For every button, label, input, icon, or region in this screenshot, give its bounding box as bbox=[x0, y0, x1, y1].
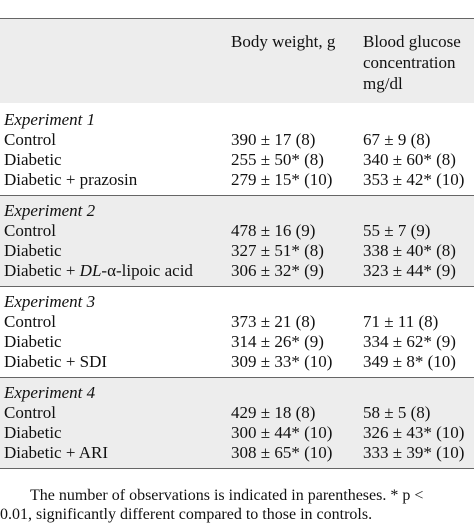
row-label-prefix: Diabetic + bbox=[4, 261, 80, 280]
row-label: Control bbox=[4, 130, 56, 149]
table-bottom-rule bbox=[0, 468, 474, 469]
row-label-italic: DL bbox=[79, 261, 102, 280]
experiment-3-section: Experiment 3 Control 373 ± 21 (8) 71 ± 1… bbox=[0, 287, 474, 377]
experiment-title: Experiment 2 bbox=[4, 201, 96, 220]
body-weight-cell: 373 ± 21 (8) bbox=[231, 312, 316, 331]
experiment-title: Experiment 4 bbox=[4, 383, 96, 402]
blood-glucose-cell: 333 ± 39* (10) bbox=[363, 443, 465, 462]
body-weight-cell: 314 ± 26* (9) bbox=[231, 332, 324, 351]
row-label: Diabetic bbox=[4, 332, 62, 351]
row-label: Diabetic + ARI bbox=[4, 443, 109, 462]
row-label: Diabetic bbox=[4, 241, 62, 260]
blood-glucose-cell: 323 ± 44* (9) bbox=[363, 261, 456, 280]
experiment-1-section: Experiment 1 Control 390 ± 17 (8) 67 ± 9… bbox=[0, 103, 474, 195]
experiment-2-section: Experiment 2 Control 478 ± 16 (9) 55 ± 7… bbox=[0, 196, 474, 286]
table-row: Diabetic + ARI 308 ± 65* (10) 333 ± 39* … bbox=[0, 443, 474, 462]
body-weight-cell: 306 ± 32* (9) bbox=[231, 261, 324, 280]
body-weight-cell: 309 ± 33* (10) bbox=[231, 352, 333, 371]
body-weight-cell: 255 ± 50* (8) bbox=[231, 150, 324, 169]
table-row: Diabetic 300 ± 44* (10) 326 ± 43* (10) bbox=[0, 423, 474, 442]
body-weight-cell: 308 ± 65* (10) bbox=[231, 443, 333, 462]
table-row: Diabetic + SDI 309 ± 33* (10) 349 ± 8* (… bbox=[0, 352, 474, 371]
table-row: Diabetic 255 ± 50* (8) 340 ± 60* (8) bbox=[0, 150, 474, 169]
body-weight-cell: 429 ± 18 (8) bbox=[231, 403, 316, 422]
column-header-body-weight: Body weight, g bbox=[231, 32, 336, 51]
row-label: Diabetic bbox=[4, 423, 62, 442]
section-divider bbox=[0, 195, 474, 196]
row-label: Control bbox=[4, 403, 56, 422]
table-row: Diabetic 314 ± 26* (9) 334 ± 62* (9) bbox=[0, 332, 474, 351]
row-label: Control bbox=[4, 221, 56, 240]
blood-glucose-cell: 55 ± 7 (9) bbox=[363, 221, 431, 240]
table-row: Diabetic 327 ± 51* (8) 338 ± 40* (8) bbox=[0, 241, 474, 260]
table-row: Diabetic + DL-α-lipoic acid 306 ± 32* (9… bbox=[0, 261, 474, 280]
table-row: Diabetic + prazosin 279 ± 15* (10) 353 ±… bbox=[0, 170, 474, 189]
table-row: Control 373 ± 21 (8) 71 ± 11 (8) bbox=[0, 312, 474, 331]
row-label: Control bbox=[4, 312, 56, 331]
blood-glucose-cell: 71 ± 11 (8) bbox=[363, 312, 439, 331]
body-weight-cell: 478 ± 16 (9) bbox=[231, 221, 316, 240]
experiment-4-section: Experiment 4 Control 429 ± 18 (8) 58 ± 5… bbox=[0, 378, 474, 468]
section-divider bbox=[0, 286, 474, 287]
table-row: Control 478 ± 16 (9) 55 ± 7 (9) bbox=[0, 221, 474, 240]
footnote-line-1: The number of observations is indicated … bbox=[30, 487, 424, 504]
footnote-line-2: 0.01, significantly different compared t… bbox=[0, 506, 373, 523]
column-header-glucose-line2: concentration bbox=[363, 53, 456, 72]
column-header-glucose-line1: Blood glucose bbox=[363, 32, 461, 51]
body-weight-cell: 327 ± 51* (8) bbox=[231, 241, 324, 260]
table-row: Control 429 ± 18 (8) 58 ± 5 (8) bbox=[0, 403, 474, 422]
blood-glucose-cell: 326 ± 43* (10) bbox=[363, 423, 465, 442]
section-divider bbox=[0, 377, 474, 378]
table-row: Control 390 ± 17 (8) 67 ± 9 (8) bbox=[0, 130, 474, 149]
blood-glucose-cell: 58 ± 5 (8) bbox=[363, 403, 431, 422]
row-label-suffix: -α-lipoic acid bbox=[101, 261, 193, 280]
table-caption-cut bbox=[0, 0, 474, 18]
experiment-title: Experiment 3 bbox=[4, 292, 96, 311]
body-weight-cell: 300 ± 44* (10) bbox=[231, 423, 333, 442]
row-label: Diabetic bbox=[4, 150, 62, 169]
body-weight-cell: 279 ± 15* (10) bbox=[231, 170, 333, 189]
table-header: Body weight, g Blood glucose concentrati… bbox=[0, 18, 474, 104]
row-label: Diabetic + prazosin bbox=[4, 170, 138, 189]
row-label: Diabetic + DL-α-lipoic acid bbox=[4, 261, 193, 280]
blood-glucose-cell: 349 ± 8* (10) bbox=[363, 352, 456, 371]
column-header-blood-glucose: Blood glucose concentration mg/dl bbox=[363, 31, 473, 94]
body-weight-cell: 390 ± 17 (8) bbox=[231, 130, 316, 149]
blood-glucose-cell: 334 ± 62* (9) bbox=[363, 332, 456, 351]
blood-glucose-cell: 340 ± 60* (8) bbox=[363, 150, 456, 169]
blood-glucose-cell: 338 ± 40* (8) bbox=[363, 241, 456, 260]
blood-glucose-cell: 353 ± 42* (10) bbox=[363, 170, 465, 189]
row-label: Diabetic + SDI bbox=[4, 352, 108, 371]
column-header-glucose-line3: mg/dl bbox=[363, 74, 403, 93]
experiment-title: Experiment 1 bbox=[4, 110, 96, 129]
blood-glucose-cell: 67 ± 9 (8) bbox=[363, 130, 431, 149]
